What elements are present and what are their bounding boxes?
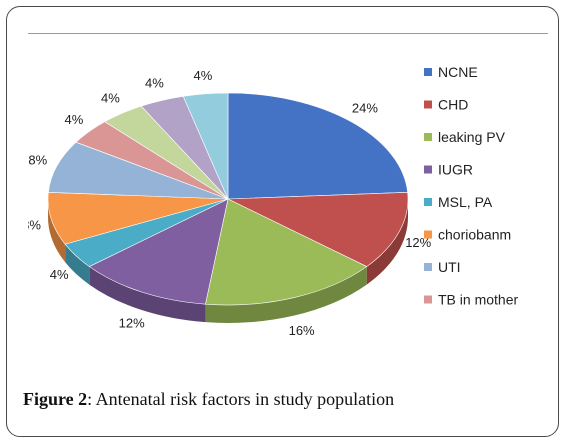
pie-slice-0 [227, 92, 408, 200]
legend: NCNE CHD leaking PV IUGR MSL, PA choriobanm UT… [424, 64, 518, 308]
data-label-2: 16% [289, 323, 315, 338]
legend-swatch-5 [424, 230, 432, 239]
legend-swatch-2 [424, 133, 432, 141]
pie-slice-side-5 [48, 199, 66, 263]
pie-chart: 24% 12% 16% 12% 4% 8% 8% 4% 4% 4% 4% NCNE CHD leakin… [28, 64, 518, 338]
legend-swatch-7 [424, 295, 432, 304]
pie-slice-6 [48, 141, 229, 200]
data-label-4: 4% [50, 267, 69, 282]
pie-slice-10 [182, 92, 229, 200]
legend-label-5: choriobanm [438, 227, 511, 243]
caption-text: : Antenatal risk factors in study popula… [87, 389, 395, 409]
legend-label-7: TB in mother [438, 292, 518, 308]
pie-slice-side-4 [65, 244, 90, 285]
data-label-10: 4% [194, 68, 213, 83]
data-label-3: 12% [119, 315, 145, 330]
legend-swatch-0 [424, 68, 432, 76]
legend-swatch-4 [424, 198, 432, 206]
pie-slice-1 [227, 192, 409, 267]
legend-label-6: UTI [438, 259, 461, 275]
data-label-7: 4% [64, 112, 83, 127]
legend-label-3: IUGR [438, 162, 473, 178]
pie-slice-side-2 [205, 266, 367, 323]
legend-label-4: MSL, PA [438, 194, 493, 210]
data-label-6: 8% [28, 153, 47, 168]
figure-frame: 24% 12% 16% 12% 4% 8% 8% 4% 4% 4% 4% NCNE CHD leakin… [6, 6, 559, 437]
data-label-1: 12% [405, 235, 431, 250]
pie-layer [47, 92, 409, 323]
pie-slice-2 [205, 198, 368, 306]
legend-label-0: NCNE [438, 64, 478, 80]
chart-area: 24% 12% 16% 12% 4% 8% 8% 4% 4% 4% 4% NCNE CHD leakin… [28, 33, 548, 364]
data-label-9: 4% [145, 76, 164, 91]
data-label-5: 8% [28, 218, 41, 233]
data-labels: 24% 12% 16% 12% 4% 8% 8% 4% 4% 4% 4% [28, 68, 432, 338]
data-label-8: 4% [101, 91, 120, 106]
figure-caption: Figure 2: Antenatal risk factors in stud… [23, 389, 394, 410]
pie-slice-side-3 [89, 266, 206, 323]
data-label-0: 24% [352, 101, 378, 116]
legend-label-2: leaking PV [438, 129, 506, 145]
legend-swatch-6 [424, 263, 432, 271]
legend-label-1: CHD [438, 97, 468, 113]
legend-swatch-1 [424, 100, 432, 109]
pie-slice-side-1 [366, 199, 408, 285]
legend-swatch-3 [424, 165, 432, 174]
pie-slice-5 [47, 192, 229, 245]
caption-label: Figure 2 [23, 389, 88, 409]
pie-slice-3 [88, 198, 229, 305]
